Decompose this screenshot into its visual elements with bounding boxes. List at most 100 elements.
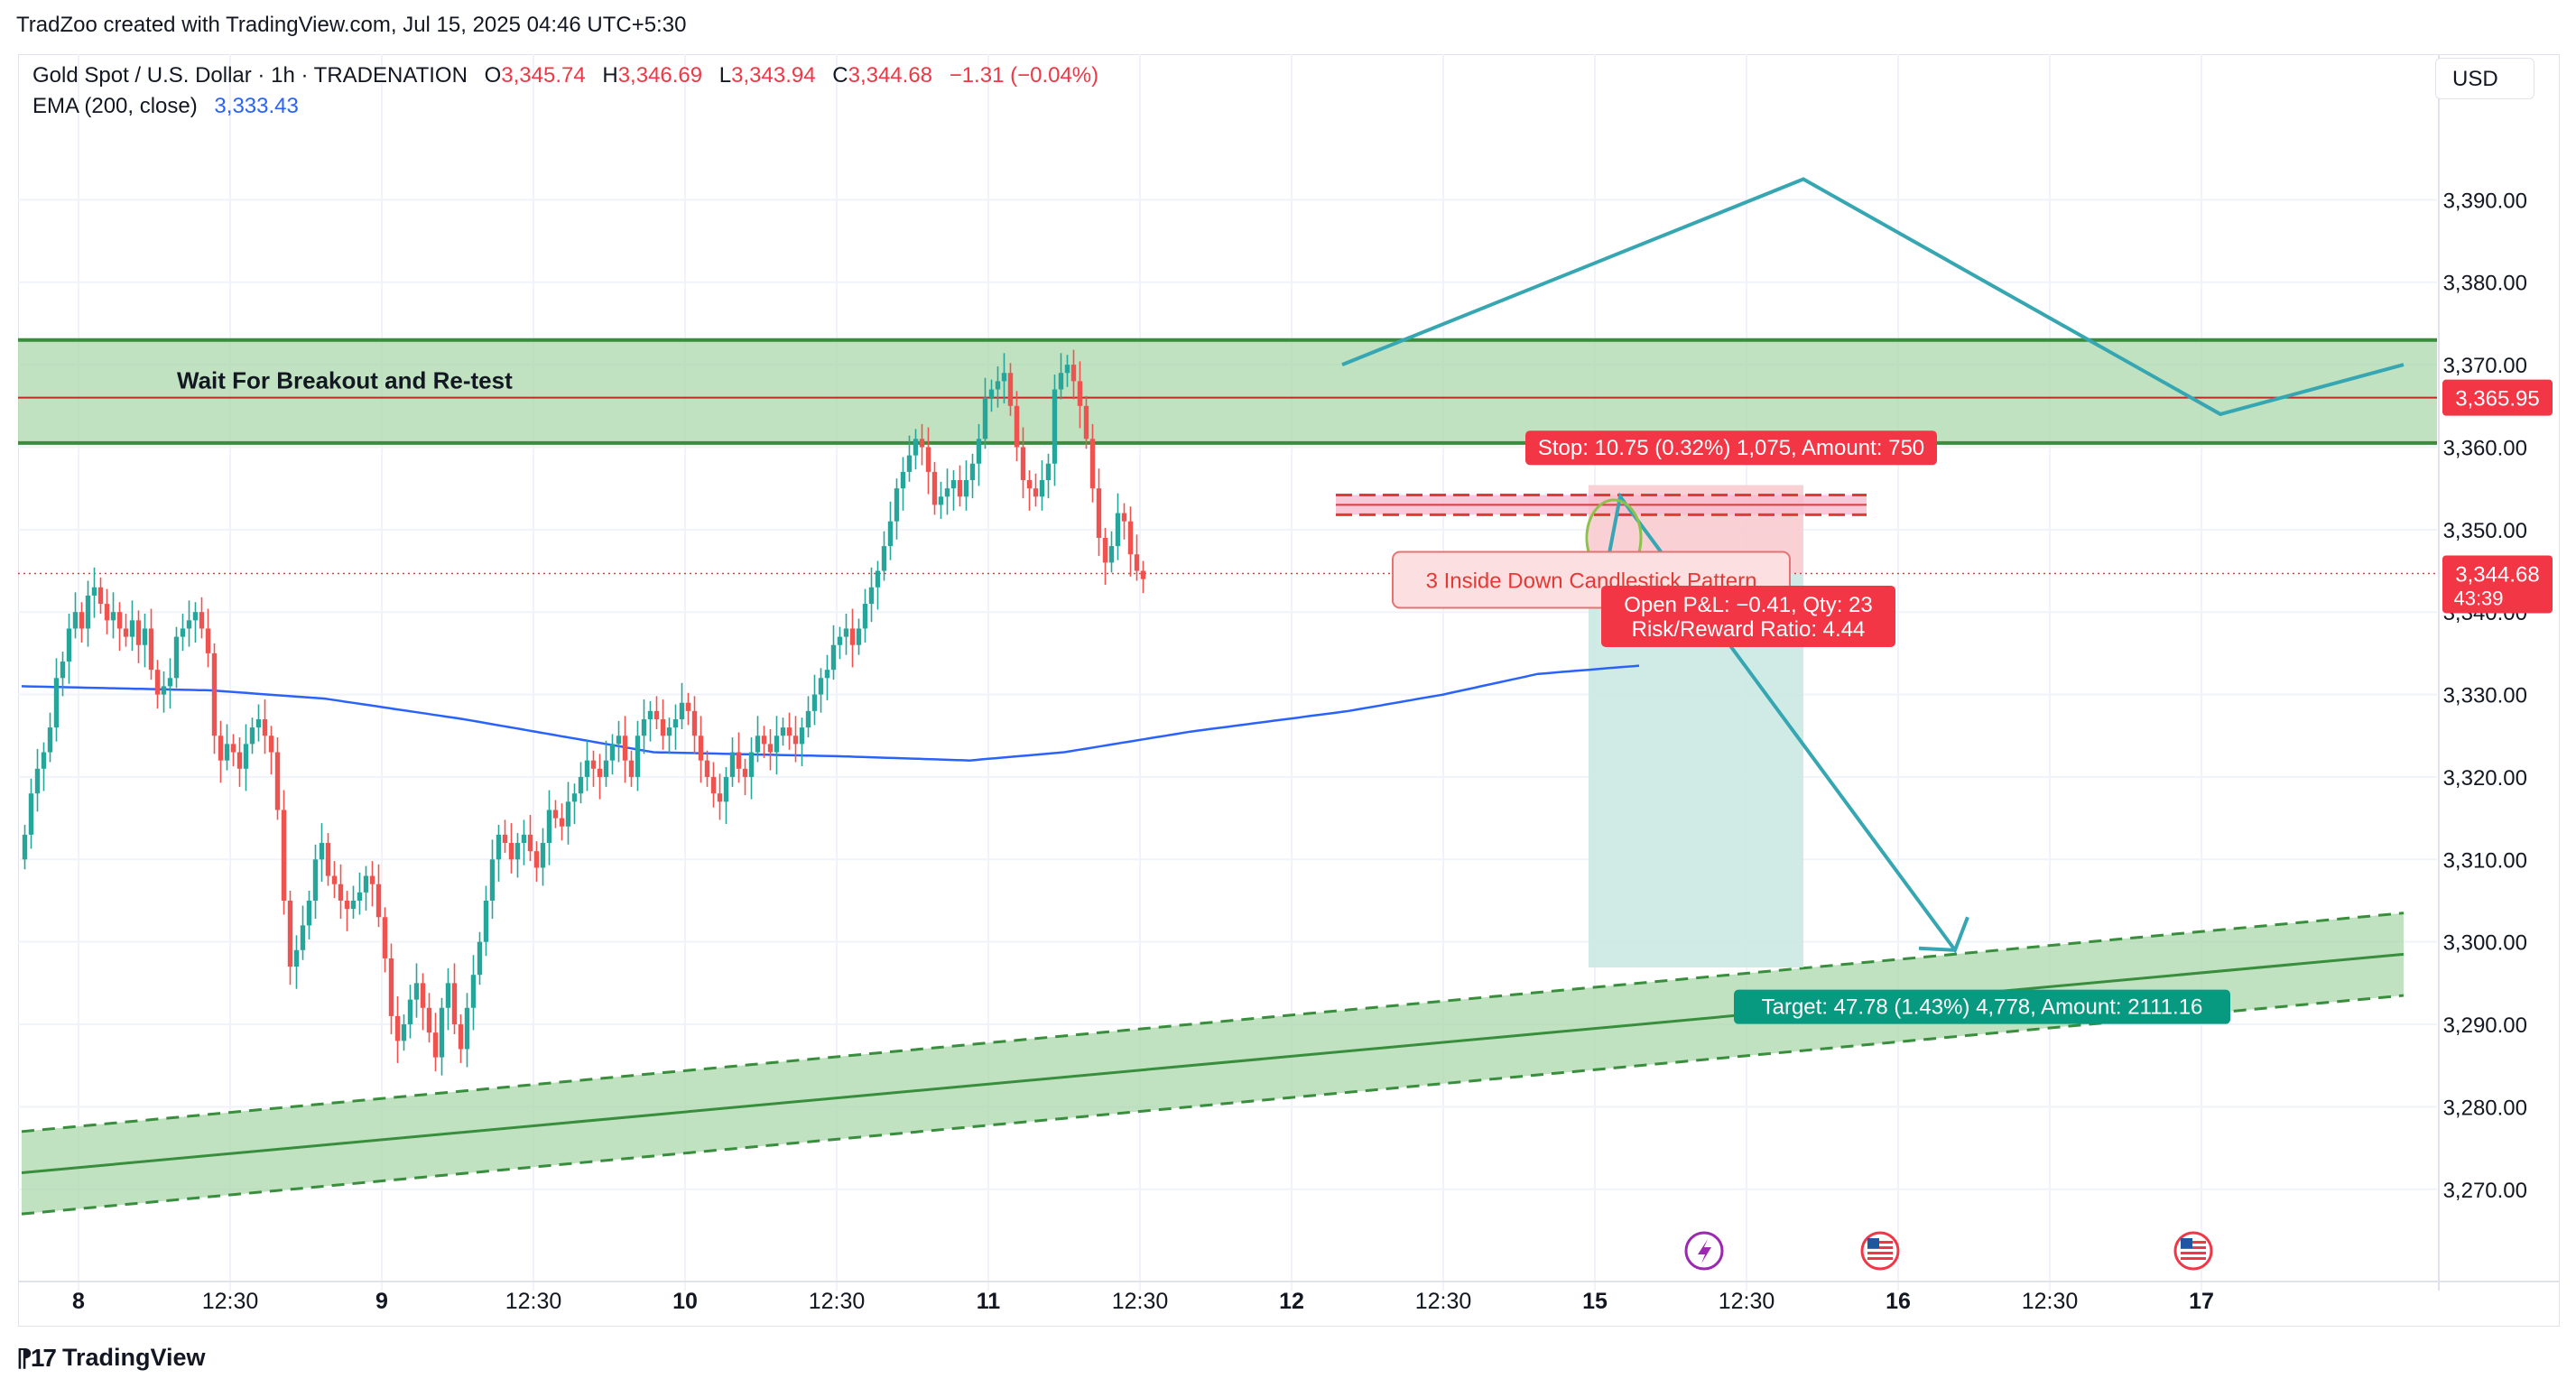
time-tick: 12:30 <box>505 1289 562 1314</box>
candle-body <box>123 628 129 637</box>
candle-body <box>578 776 584 794</box>
candle-body <box>837 636 843 645</box>
indicator-legend[interactable]: EMA (200, close) 3,333.43 <box>32 94 299 119</box>
us-flag-stripe <box>2181 1252 2206 1254</box>
candle-body <box>401 1024 407 1041</box>
candle-body <box>1083 405 1089 440</box>
price-tick: 3,360.00 <box>2443 436 2527 460</box>
candle-body <box>849 628 856 645</box>
candle-body <box>546 810 552 844</box>
candle-body <box>312 859 319 901</box>
pnl-label-box <box>1601 585 1895 647</box>
candle-body <box>1096 488 1102 538</box>
symbol-legend[interactable]: Gold Spot / U.S. Dollar · 1h · TRADENATI… <box>32 63 1098 88</box>
price-tick: 3,280.00 <box>2443 1096 2527 1120</box>
symbol-name[interactable]: Gold Spot / U.S. Dollar · 1h · TRADENATI… <box>32 63 468 88</box>
us-event-icon-1[interactable] <box>1860 1231 1900 1271</box>
candle-body <box>1020 447 1026 481</box>
candle-body <box>976 439 982 464</box>
candle-body <box>792 736 799 745</box>
close-value: 3,344.68 <box>848 63 933 88</box>
candle-body <box>1033 488 1039 497</box>
candle-body <box>300 925 306 950</box>
candle-body <box>85 595 91 629</box>
candle-body <box>161 686 167 695</box>
candle-body <box>192 612 199 621</box>
currency-button[interactable]: USD <box>2435 58 2534 99</box>
us-flag-stripe <box>1867 1246 1893 1249</box>
candle-body <box>432 1032 439 1058</box>
candle-body <box>862 604 868 629</box>
candle-body <box>338 884 344 901</box>
candle-body <box>508 843 514 860</box>
candle-body <box>357 892 363 901</box>
low-label: L <box>718 63 732 88</box>
candle-body <box>243 744 249 769</box>
candle-body <box>262 718 268 736</box>
time-tick: 12 <box>1279 1289 1304 1314</box>
axes: 3,270.00 3,280.00 3,290.00 3,300.00 3,310.00… <box>18 54 2560 1314</box>
candle-body <box>653 710 660 719</box>
candle-body <box>622 736 628 761</box>
candle-body <box>1014 405 1020 448</box>
candle-body <box>28 793 34 835</box>
candle-body <box>413 983 420 1000</box>
candle-body <box>647 710 653 719</box>
time-tick: 9 <box>375 1289 388 1314</box>
candle-body <box>142 628 148 645</box>
candle-body <box>824 670 830 679</box>
open-label: O <box>484 63 502 88</box>
rising-channel-mid <box>21 952 2405 1174</box>
candle-body <box>60 662 66 679</box>
candle-body <box>483 900 489 942</box>
ema-label[interactable]: EMA (200, close) <box>32 94 198 118</box>
tradingview-logo[interactable]: ⁋17 TradingView <box>16 1343 206 1373</box>
us-flag-stripe <box>2181 1257 2206 1260</box>
time-tick: 12:30 <box>1719 1289 1775 1314</box>
close-label: C <box>832 63 848 88</box>
candle-body <box>540 843 546 868</box>
candle-body <box>230 744 236 753</box>
candle-body <box>331 875 338 884</box>
price-tick: 3,390.00 <box>2443 189 2527 213</box>
time-tick: 12:30 <box>1112 1289 1169 1314</box>
earnings-event-icon[interactable] <box>1684 1231 1724 1271</box>
candle-body <box>91 587 97 596</box>
candle-body <box>1001 373 1007 382</box>
time-tick: 17 <box>2189 1289 2214 1314</box>
ema-value: 3,333.43 <box>214 94 299 118</box>
candle-body <box>97 587 104 605</box>
candle-body <box>1089 439 1096 489</box>
candle-body <box>47 727 53 753</box>
candle-body <box>79 612 85 629</box>
chart-pane[interactable] <box>18 54 2560 1327</box>
candle-body <box>875 570 881 588</box>
candle-body <box>691 710 698 736</box>
candle-body <box>211 652 218 736</box>
us-event-icon-2[interactable] <box>2173 1231 2213 1271</box>
candle-body <box>925 447 931 472</box>
candle-body <box>950 480 957 489</box>
candle-body <box>900 471 906 489</box>
current-price-badge-text: 3,344.68 <box>2455 562 2539 587</box>
tradingview-logo-icon: ⁋17 <box>16 1344 57 1372</box>
candle-body <box>426 1007 432 1033</box>
candle-body <box>293 949 300 967</box>
candle-body <box>717 793 723 802</box>
candle-body <box>666 727 672 736</box>
candle-body <box>407 999 413 1025</box>
candle-body <box>205 628 211 653</box>
candle-body <box>811 694 818 711</box>
candle-body <box>672 718 679 728</box>
candle-body <box>41 752 47 769</box>
candle-body <box>919 439 925 448</box>
candle-body <box>319 843 325 860</box>
candle-body <box>116 612 123 629</box>
candle-body <box>1064 365 1070 374</box>
candle-body <box>761 736 767 745</box>
candle-body <box>704 760 710 777</box>
candle-body <box>723 776 729 802</box>
candle-body <box>559 818 565 827</box>
price-tick: 3,290.00 <box>2443 1013 2527 1038</box>
